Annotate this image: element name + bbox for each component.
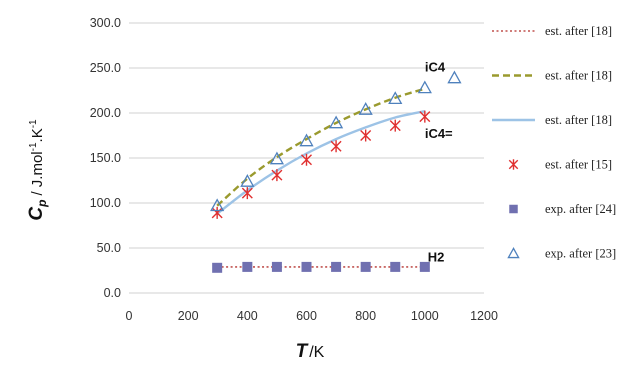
data-point-asterisk (330, 140, 342, 153)
data-point-asterisk (389, 119, 401, 132)
x-tick-labels: 0 200 400 600 800 1000 1200 (126, 309, 498, 323)
legend-label: exp. after [24] (545, 202, 616, 216)
data-point-triangle (358, 102, 373, 115)
data-point-triangle (328, 115, 344, 129)
data-point-asterisk (419, 110, 431, 123)
data-point-triangle (210, 198, 225, 212)
data-point-asterisk (360, 129, 372, 142)
data-point-square (390, 261, 401, 272)
data-point-triangle (417, 80, 432, 94)
data-point-triangle (269, 151, 285, 165)
data-point-triangle (447, 70, 462, 84)
y-axis-unit-3: .K (29, 128, 46, 142)
legend-swatch-triangle (507, 247, 520, 259)
y-axis-unit-2: -1 (28, 142, 39, 151)
y-axis-symbol: C (26, 207, 47, 221)
legend-label: est. after [15] (545, 158, 612, 172)
data-point-triangle (299, 133, 314, 147)
data-point-asterisk (211, 206, 223, 219)
y-tick-labels: 0.0 50.0 100.0 150.0 200.0 250.0 300.0 (90, 16, 121, 300)
series-line-solid (216, 110, 426, 215)
annotation-label: iC4 (425, 60, 446, 75)
data-point-asterisk (241, 187, 253, 200)
annotations: iC4 iC4= H2 (425, 60, 453, 265)
data-point-square (331, 261, 342, 272)
y-tick-label: 150.0 (90, 151, 121, 165)
x-tick-label: 0 (126, 309, 133, 323)
y-axis-subscript: p (35, 200, 49, 208)
x-tick-label: 1000 (411, 309, 439, 323)
data-point-square (242, 261, 253, 272)
data-point-square (360, 261, 371, 272)
data-point-square (271, 261, 282, 272)
x-tick-label: 800 (355, 309, 376, 323)
data-point-square (301, 261, 312, 272)
legend-swatch-square (509, 204, 518, 214)
x-axis-title: T/K (296, 341, 325, 362)
y-axis-unit-1: / J.mol (29, 151, 46, 195)
annotation-label: iC4= (425, 126, 453, 141)
legend-label: est. after [18] (545, 24, 612, 38)
x-tick-label: 1200 (470, 309, 498, 323)
data-point-asterisk (271, 169, 283, 182)
y-tick-label: 200.0 (90, 106, 121, 120)
y-tick-label: 0.0 (104, 286, 121, 300)
y-axis-unit-4: -1 (28, 119, 39, 128)
plot-series (210, 70, 462, 273)
x-tick-label: 200 (178, 309, 199, 323)
data-point-square (419, 261, 430, 272)
data-point-square (212, 262, 223, 273)
y-tick-label: 250.0 (90, 61, 121, 75)
data-point-triangle (388, 91, 403, 105)
annotation-label: H2 (428, 250, 445, 265)
data-point-asterisk (301, 153, 312, 166)
y-tick-label: 100.0 (90, 196, 121, 210)
legend-swatch-asterisk (508, 159, 519, 170)
x-tick-label: 600 (296, 309, 317, 323)
y-tick-label: 50.0 (97, 241, 121, 255)
legend-label: est. after [18] (545, 69, 612, 83)
gridlines (129, 22, 484, 294)
legend-label: est. after [18] (545, 113, 612, 127)
legend-label: exp. after [23] (545, 247, 616, 261)
y-tick-label: 300.0 (90, 16, 121, 30)
y-axis-title: Cp/ J.mol-1.K-1 (26, 119, 49, 221)
legend: est. after [18] est. after [18] est. after… (492, 24, 616, 261)
x-axis-unit: /K (309, 344, 324, 361)
svg-text:Cp/ J.mol-1.K-1: Cp/ J.mol-1.K-1 (26, 119, 49, 221)
data-point-triangle (240, 174, 255, 187)
x-tick-label: 400 (237, 309, 258, 323)
x-axis-symbol: T (296, 341, 309, 362)
